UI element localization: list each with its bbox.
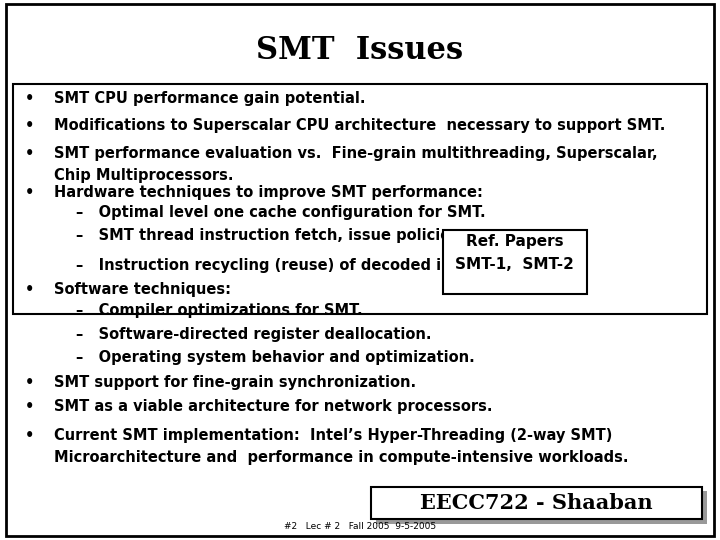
Text: –   Software-directed register deallocation.: – Software-directed register deallocatio… — [76, 327, 431, 342]
Text: •: • — [25, 118, 35, 133]
Text: •: • — [25, 185, 35, 200]
Bar — [13, 84, 707, 314]
Text: #2   Lec # 2   Fall 2005  9-5-2005: #2 Lec # 2 Fall 2005 9-5-2005 — [284, 522, 436, 531]
Text: –   SMT thread instruction fetch, issue policies.: – SMT thread instruction fetch, issue po… — [76, 228, 464, 243]
Text: SMT CPU performance gain potential.: SMT CPU performance gain potential. — [54, 91, 366, 106]
Text: •: • — [25, 282, 35, 297]
Text: Software techniques:: Software techniques: — [54, 282, 231, 297]
Text: Ref. Papers
SMT-1,  SMT-2: Ref. Papers SMT-1, SMT-2 — [455, 234, 575, 272]
Text: •: • — [25, 428, 35, 443]
Text: Current SMT implementation:  Intel’s Hyper-Threading (2-way SMT): Current SMT implementation: Intel’s Hype… — [54, 428, 613, 443]
Bar — [371, 487, 702, 519]
Text: –   Compiler optimizations for SMT.: – Compiler optimizations for SMT. — [76, 303, 362, 319]
Text: •: • — [25, 399, 35, 414]
Text: –   Optimal level one cache configuration for SMT.: – Optimal level one cache configuration … — [76, 205, 485, 220]
Text: SMT support for fine-grain synchronization.: SMT support for fine-grain synchronizati… — [54, 375, 416, 390]
Text: –   Instruction recycling (reuse) of decoded instructions.: – Instruction recycling (reuse) of decod… — [76, 258, 540, 273]
Text: Hardware techniques to improve SMT performance:: Hardware techniques to improve SMT perfo… — [54, 185, 483, 200]
Text: SMT  Issues: SMT Issues — [256, 35, 464, 66]
Text: Chip Multiprocessors.: Chip Multiprocessors. — [54, 168, 233, 184]
Text: •: • — [25, 375, 35, 390]
Bar — [376, 491, 707, 524]
Text: •: • — [25, 146, 35, 161]
Text: –   Operating system behavior and optimization.: – Operating system behavior and optimiza… — [76, 350, 474, 365]
Text: •: • — [25, 91, 35, 106]
Text: EECC722 - Shaaban: EECC722 - Shaaban — [420, 493, 653, 514]
Bar — [443, 230, 587, 294]
Text: Modifications to Superscalar CPU architecture  necessary to support SMT.: Modifications to Superscalar CPU archite… — [54, 118, 665, 133]
Text: SMT as a viable architecture for network processors.: SMT as a viable architecture for network… — [54, 399, 492, 414]
Text: Microarchitecture and  performance in compute-intensive workloads.: Microarchitecture and performance in com… — [54, 450, 629, 465]
Text: SMT performance evaluation vs.  Fine-grain multithreading, Superscalar,: SMT performance evaluation vs. Fine-grai… — [54, 146, 657, 161]
